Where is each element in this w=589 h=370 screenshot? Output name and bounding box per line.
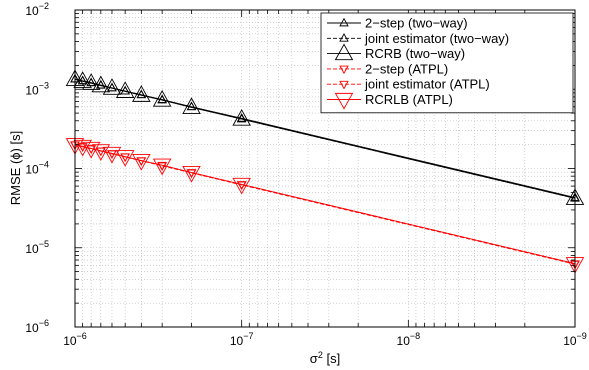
series-line <box>74 144 576 265</box>
data-point <box>120 153 130 163</box>
data-point <box>136 89 147 99</box>
series-5 <box>65 138 585 274</box>
legend-label: joint estimator (two−way) <box>364 31 509 46</box>
data-point <box>102 78 122 95</box>
legend-entry: 2−step (ATPL) <box>327 61 448 76</box>
data-point <box>91 144 111 161</box>
data-point <box>81 73 101 90</box>
legend-marker <box>339 65 349 75</box>
data-point <box>86 77 96 87</box>
legend: 2−step (two−way)joint estimator (two−way… <box>320 12 574 114</box>
data-point <box>120 85 130 95</box>
y-tick-label: 10−3 <box>25 80 49 97</box>
x-tick-label: 10−7 <box>230 331 254 348</box>
y-tick-labels: 10−6 10−5 10−4 10−3 10−2 <box>25 1 49 335</box>
legend-box <box>320 12 574 114</box>
data-point <box>236 181 247 191</box>
y-axis-label: RMSE (ϕ) [s] <box>8 131 23 205</box>
x-tick-label: 10−6 <box>63 331 87 348</box>
data-point <box>96 147 106 157</box>
data-point <box>152 89 172 107</box>
y-tick-label: 10−4 <box>25 160 49 177</box>
legend-marker <box>339 17 349 27</box>
legend-entry: joint estimator (ATPL) <box>327 77 490 92</box>
data-point <box>132 153 151 171</box>
data-point <box>107 82 117 92</box>
data-point <box>73 71 92 88</box>
legend-entry: RCRB (two−way) <box>327 43 465 61</box>
x-tick-labels: 10−6 10−7 10−8 10−9 <box>63 331 587 348</box>
data-point <box>73 139 92 157</box>
legend-label: RCRLB (ATPL) <box>365 92 453 107</box>
y-tick-label: 10−2 <box>25 1 49 18</box>
data-point <box>136 157 147 167</box>
data-point <box>232 177 251 195</box>
data-point <box>157 162 167 172</box>
legend-label: 2−step (ATPL) <box>365 61 448 76</box>
data-point <box>115 150 135 167</box>
data-point <box>86 145 96 155</box>
legend-marker <box>339 80 349 90</box>
data-point <box>102 146 122 164</box>
x-tick-label: 10−9 <box>563 331 587 348</box>
legend-marker <box>334 43 354 61</box>
data-point <box>182 97 201 114</box>
tick-marks <box>75 10 576 328</box>
legend-label: joint estimator (ATPL) <box>364 77 490 92</box>
data-point <box>96 80 106 89</box>
data-point <box>186 101 197 111</box>
data-point <box>77 143 88 153</box>
y-tick-label: 10−5 <box>25 239 49 256</box>
legend-marker <box>334 92 354 110</box>
series-layer <box>65 69 585 274</box>
data-point <box>115 81 135 98</box>
data-point <box>232 109 251 126</box>
x-tick-label: 10−8 <box>397 331 421 348</box>
data-point <box>186 169 197 179</box>
data-point <box>152 158 172 176</box>
legend-label: 2−step (two−way) <box>365 16 468 31</box>
data-point <box>91 75 111 93</box>
series-2 <box>65 69 585 205</box>
y-tick-label: 10−6 <box>25 318 49 335</box>
data-point <box>132 85 151 102</box>
data-point <box>182 165 201 183</box>
legend-entry: RCRLB (ATPL) <box>327 92 453 110</box>
data-point <box>107 150 117 160</box>
x-axis-label: σ2 [s] <box>310 350 340 366</box>
legend-label: RCRB (two−way) <box>365 46 465 61</box>
legend-entry: 2−step (two−way) <box>327 16 468 31</box>
legend-marker <box>339 33 349 42</box>
legend-entry: joint estimator (two−way) <box>327 31 509 46</box>
